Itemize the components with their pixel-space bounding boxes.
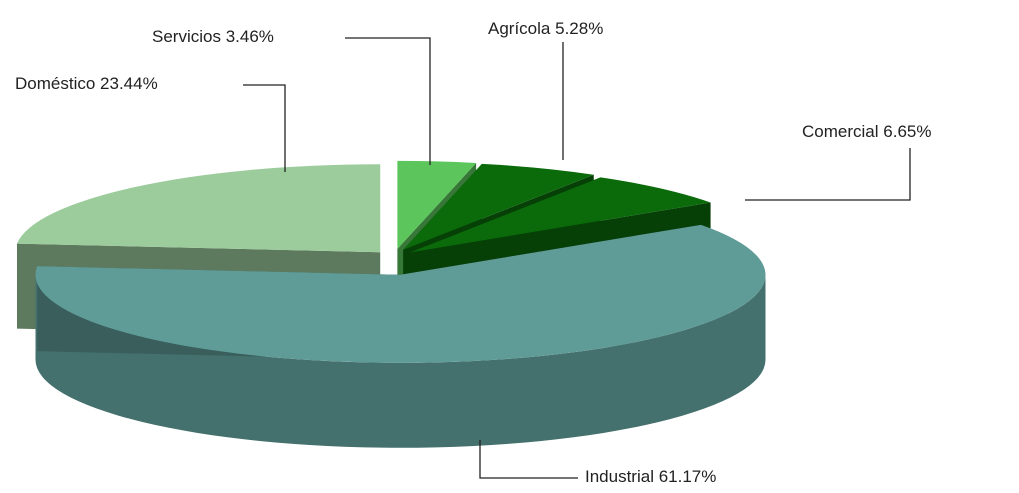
slice-side xyxy=(35,274,766,448)
pie xyxy=(16,160,766,448)
value-label: 61.17% xyxy=(659,467,717,486)
slice xyxy=(410,177,711,253)
category: Agrícola xyxy=(488,19,551,38)
labels: Servicios 3.46% Agrícola 5.28% Comercial… xyxy=(15,19,931,486)
slice xyxy=(16,164,381,253)
slice-label: Industrial 61.17% xyxy=(585,467,716,486)
slice xyxy=(403,163,594,250)
value-label: 23.44% xyxy=(100,74,158,93)
slice xyxy=(397,160,477,249)
slice-label: Doméstico 23.44% xyxy=(15,74,158,93)
category: Industrial xyxy=(585,467,654,486)
slice xyxy=(35,224,766,363)
leader-line xyxy=(479,440,578,479)
slice-label: Agrícola 5.28% xyxy=(488,19,603,38)
leader-line xyxy=(345,37,431,165)
category: Doméstico xyxy=(15,74,95,93)
slice-label: Comercial 6.65% xyxy=(802,122,931,141)
value-label: 3.46% xyxy=(226,27,274,46)
category: Servicios xyxy=(152,27,221,46)
leader-line xyxy=(243,84,286,172)
slice-label: Servicios 3.46% xyxy=(152,27,274,46)
leader-line xyxy=(745,148,911,201)
value-label: 6.65% xyxy=(883,122,931,141)
category: Comercial xyxy=(802,122,879,141)
value-label: 5.28% xyxy=(555,19,603,38)
